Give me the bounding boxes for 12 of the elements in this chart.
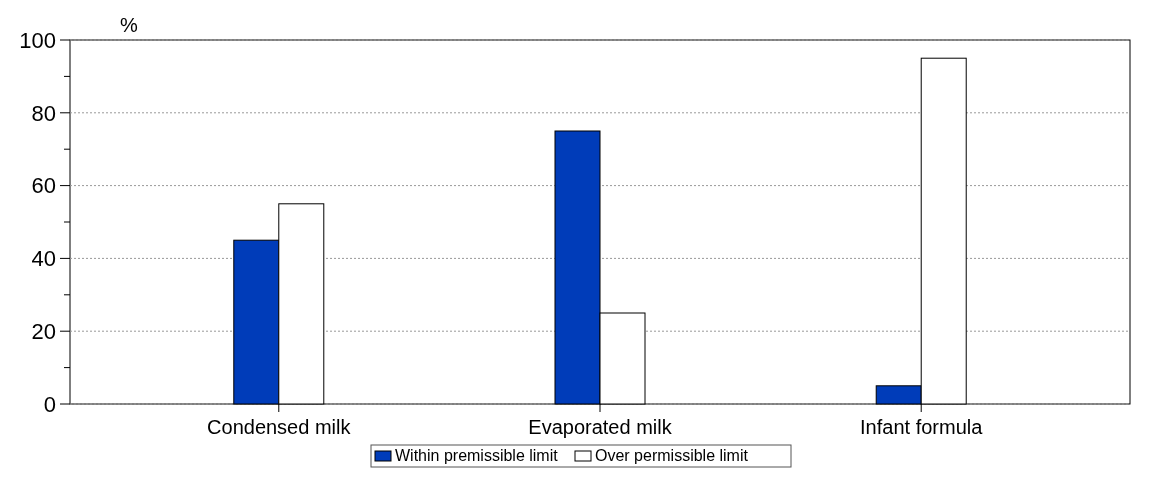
legend-label: Within premissible limit xyxy=(395,447,559,464)
y-tick-label: 40 xyxy=(31,246,56,272)
y-tick-label: 100 xyxy=(19,27,56,53)
y-tick-label: 80 xyxy=(31,100,56,126)
x-tick-label: Condensed milk xyxy=(207,416,352,438)
y-tick-label: 60 xyxy=(31,173,56,199)
legend-label: Over permissible limit xyxy=(595,447,749,464)
x-tick-label: Evaporated milk xyxy=(528,416,673,438)
y-tick-label: 20 xyxy=(31,318,56,344)
y-tick-label: 0 xyxy=(43,391,56,417)
y-axis-title: % xyxy=(120,14,138,36)
x-tick-label: Infant formula xyxy=(860,416,984,438)
